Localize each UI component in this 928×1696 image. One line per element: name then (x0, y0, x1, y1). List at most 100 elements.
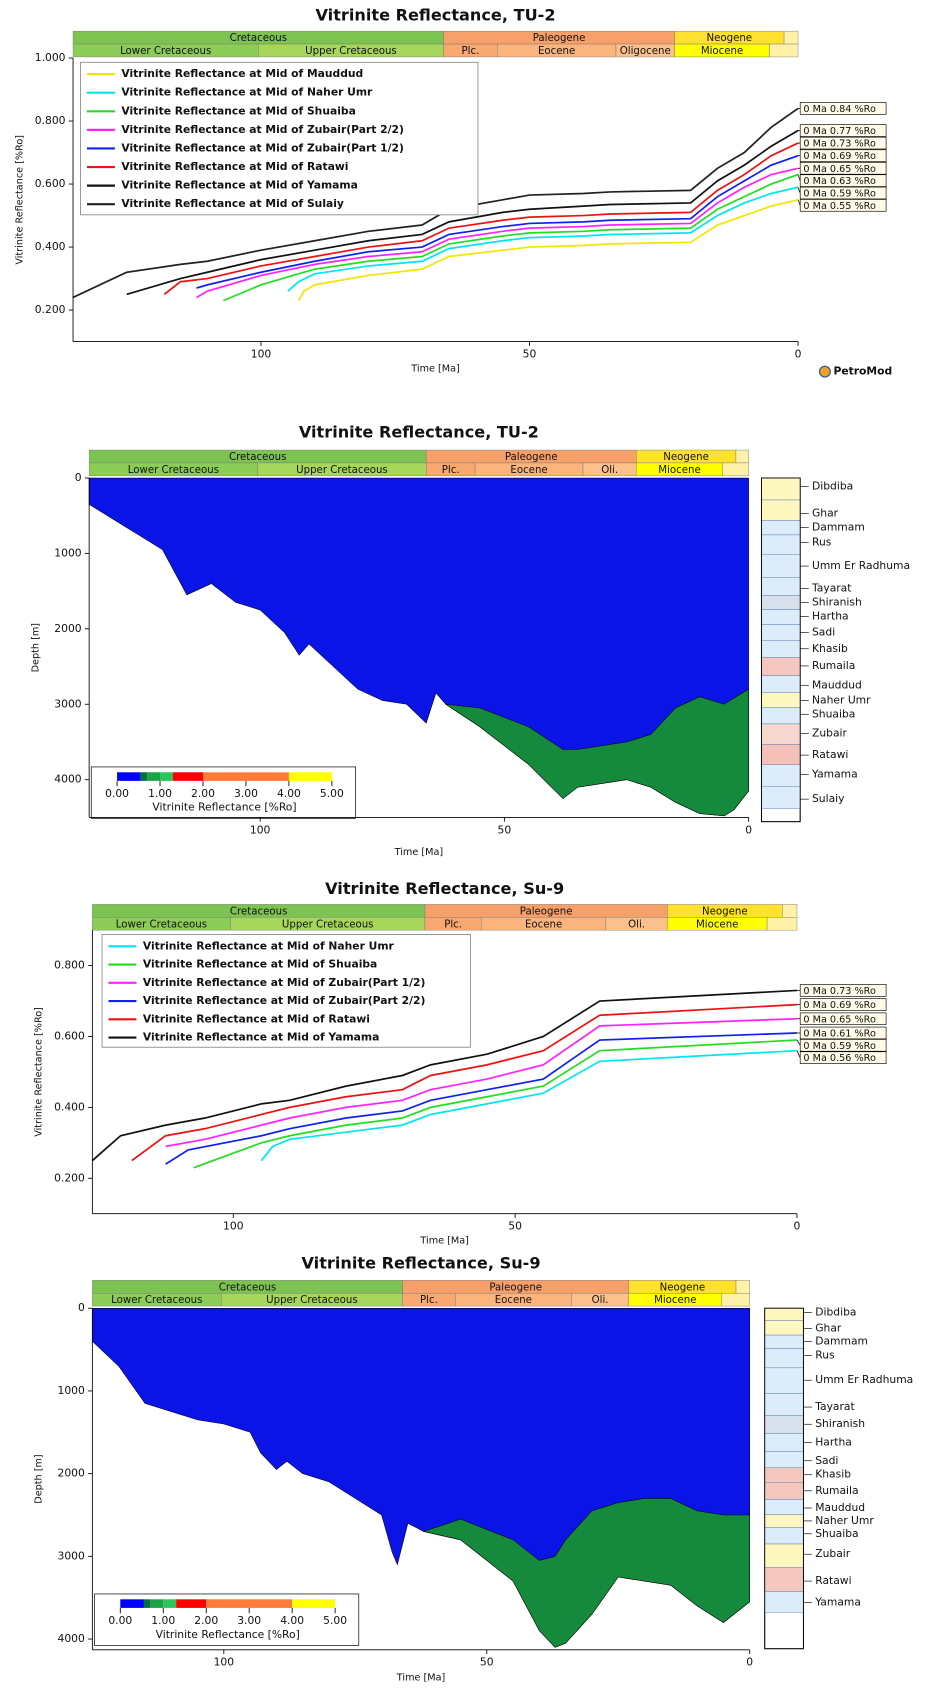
y-tick-label: 4000 (58, 1632, 85, 1645)
colorbar-tick-label: 1.00 (148, 787, 172, 800)
formation-band (764, 1499, 804, 1515)
end-label-box (799, 102, 887, 115)
colorbar-tick-label: 4.00 (280, 1614, 304, 1627)
vr-line (165, 1017, 797, 1148)
y-tick-label: 0.400 (54, 1100, 85, 1113)
formation-label: Khasib (812, 642, 848, 655)
legend-label: Vitrinite Reflectance at Mid of Zubair(P… (143, 976, 426, 989)
colorbar-label: Vitrinite Reflectance [%Ro] (152, 801, 296, 814)
formation-band (761, 520, 801, 536)
end-label: 0 Ma 0.69 %Ro (803, 151, 876, 162)
formation-label: Sadi (815, 1454, 838, 1467)
end-label: 0 Ma 0.84 %Ro (803, 104, 876, 115)
y-tick-label: 4000 (54, 773, 81, 786)
time-label: Neogene (702, 906, 748, 917)
time-label: Miocene (701, 46, 743, 57)
legend-label: Vitrinite Reflectance at Mid of Yamama (121, 179, 357, 192)
formation-label: Shiranish (815, 1417, 865, 1430)
formation-label: Sulaiy (812, 792, 845, 805)
formation-band (761, 640, 801, 658)
formation-label: Yamama (811, 767, 858, 780)
formation-label: Hartha (812, 610, 849, 623)
chart: Vitrinite Reflectance, Su-9 Cretaceous Pal… (34, 1254, 914, 1684)
vr-line (260, 1049, 798, 1162)
y-tick-label: 3000 (58, 1549, 85, 1562)
colorbar-tick-label: 1.00 (151, 1614, 175, 1627)
time-label: Miocene (696, 919, 738, 930)
end-label-pointer (797, 199, 801, 206)
legend-label: Vitrinite Reflectance at Mid of Shuaiba (121, 104, 355, 117)
formation-label: Zubair (815, 1547, 851, 1560)
time-label: Neogene (663, 452, 709, 463)
formation-band (761, 723, 801, 745)
time-label: Neogene (660, 1282, 706, 1293)
legend-label: Vitrinite Reflectance at Mid of Zubair(P… (121, 123, 404, 136)
formation-band (764, 1308, 804, 1321)
legend-label: Vitrinite Reflectance at Mid of Shuaiba (143, 958, 377, 971)
time-segment (783, 30, 799, 45)
vr-line (91, 989, 798, 1162)
end-label-pointer (796, 1050, 801, 1058)
end-label-box (799, 998, 887, 1011)
y-tick-label: 1000 (54, 546, 81, 559)
formation-label: Dibdiba (812, 480, 853, 493)
formation-band (764, 1482, 804, 1500)
legend-label: Vitrinite Reflectance at Mid of Naher Um… (121, 86, 373, 99)
colorbar-segment (172, 772, 203, 781)
formation-band (764, 1591, 804, 1613)
formation-label: Umm Er Radhuma (812, 559, 910, 572)
formation-label: Umm Er Radhuma (815, 1373, 913, 1386)
time-segment (766, 917, 798, 931)
time-label: Eocene (538, 46, 575, 57)
time-label: Cretaceous (230, 906, 287, 917)
y-axis-label: Vitrinite Reflectance [%Ro] (14, 135, 25, 265)
time-segment (782, 904, 798, 918)
legend-label: Vitrinite Reflectance at Mid of Zubair(P… (121, 141, 404, 154)
y-tick-label: 2000 (58, 1467, 85, 1480)
legend-label: Vitrinite Reflectance at Mid of Ratawi (121, 160, 348, 173)
time-label: Paleogene (505, 452, 558, 463)
vr-line (165, 1032, 797, 1165)
time-label: Oli. (592, 1295, 609, 1306)
y-tick-label: 0.200 (35, 303, 66, 316)
time-label: Upper Cretaceous (305, 46, 397, 57)
end-label-box (799, 174, 887, 187)
end-label: 0 Ma 0.55 %Ro (803, 201, 876, 212)
y-tick-label: 0 (75, 471, 82, 484)
end-label-box (799, 124, 887, 137)
formation-label: Rus (815, 1349, 835, 1362)
formation-label: Ratawi (812, 748, 848, 761)
y-tick-label: 0 (78, 1301, 85, 1314)
end-label: 0 Ma 0.77 %Ro (803, 126, 876, 137)
formation-label: Ghar (815, 1322, 842, 1335)
time-label: Eocene (495, 1295, 532, 1306)
x-tick-label: 50 (523, 347, 537, 360)
chart-title: Vitrinite Reflectance, Su-9 (302, 1254, 541, 1273)
logo-text: PetroMod (833, 365, 892, 378)
colorbar-segment (292, 1599, 336, 1608)
formation-label: Shiranish (812, 596, 862, 609)
oil-window-area (422, 1498, 750, 1648)
vr-line (131, 1003, 798, 1162)
time-label: Plc. (462, 46, 480, 57)
formation-band (761, 554, 801, 578)
y-tick-label: 2000 (54, 622, 81, 635)
formation-label: Shuaiba (812, 707, 855, 720)
vr-line (223, 173, 799, 302)
legend-label: Vitrinite Reflectance at Mid of Zubair(P… (143, 994, 426, 1007)
time-segment (735, 1280, 750, 1294)
time-label: Miocene (654, 1295, 696, 1306)
formation-band (761, 675, 801, 694)
colorbar-tick-label: 3.00 (234, 787, 258, 800)
formation-label: Tayarat (814, 1400, 855, 1413)
y-tick-label: 3000 (54, 697, 81, 710)
time-label: Neogene (706, 33, 752, 44)
x-tick-label: 0 (745, 823, 752, 836)
vr-line (196, 167, 799, 299)
y-tick-label: 0.400 (35, 240, 66, 253)
formation-band (764, 1348, 804, 1369)
vr-line (297, 198, 799, 302)
time-label: Oligocene (620, 46, 671, 57)
formation-band (761, 744, 801, 765)
